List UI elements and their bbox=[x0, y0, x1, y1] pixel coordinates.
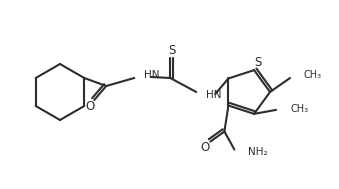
Text: S: S bbox=[255, 56, 262, 69]
Text: O: O bbox=[86, 101, 95, 114]
Text: HN: HN bbox=[206, 90, 222, 100]
Text: CH₃: CH₃ bbox=[290, 104, 308, 114]
Text: S: S bbox=[168, 43, 176, 57]
Text: NH₂: NH₂ bbox=[248, 146, 268, 156]
Text: HN: HN bbox=[144, 70, 160, 80]
Text: O: O bbox=[201, 141, 210, 154]
Text: CH₃: CH₃ bbox=[304, 70, 322, 80]
